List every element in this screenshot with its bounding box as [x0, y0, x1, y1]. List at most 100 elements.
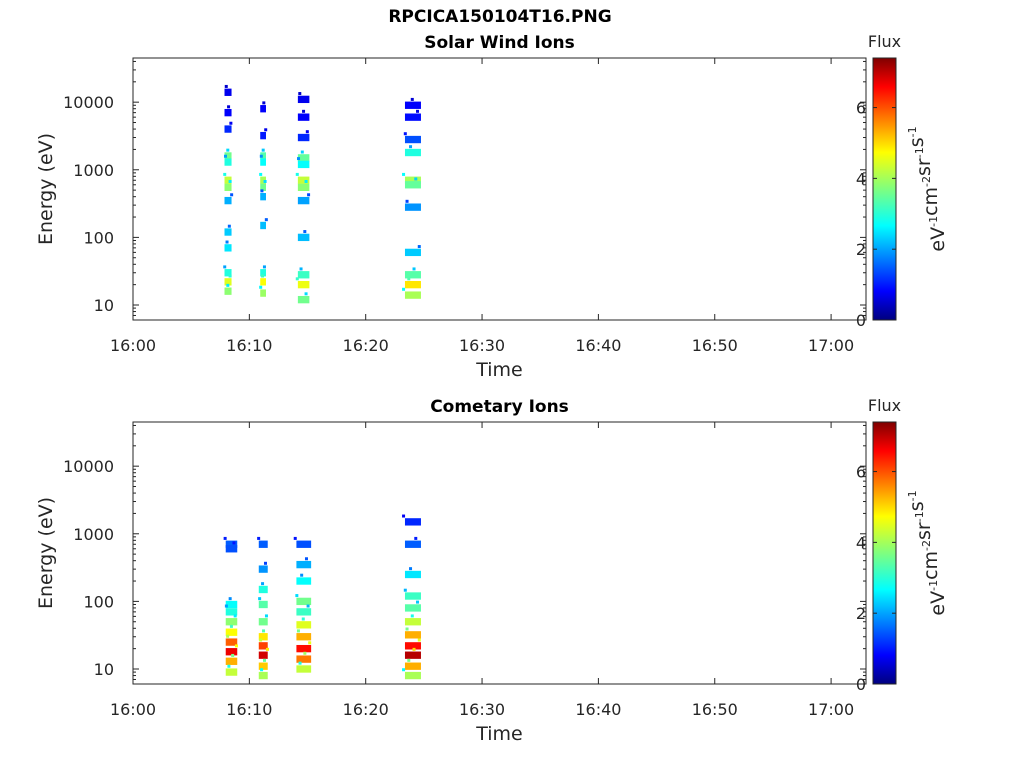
flux-cell	[224, 176, 232, 184]
flux-cell	[297, 295, 310, 304]
flux-cell	[225, 638, 238, 646]
flux-cell	[257, 536, 261, 540]
flux-cell	[295, 594, 299, 598]
flux-cell	[258, 540, 268, 548]
flux-cell	[225, 628, 238, 636]
y-tick-label: 10	[94, 296, 114, 315]
flux-cell	[261, 274, 265, 278]
flux-cell	[227, 105, 231, 109]
flux-cell	[404, 291, 421, 299]
flux-cell	[304, 179, 308, 183]
flux-cell	[414, 177, 418, 181]
x-tick-label: 16:20	[343, 336, 389, 355]
flux-cell	[262, 629, 266, 633]
flux-cell	[232, 541, 236, 545]
flux-cell	[234, 644, 238, 648]
flux-cell	[224, 196, 232, 205]
flux-cell	[264, 218, 268, 222]
flux-cell	[227, 224, 231, 228]
flux-cell	[409, 145, 413, 149]
flux-cell	[224, 287, 232, 295]
flux-cell	[224, 604, 228, 608]
flux-cell	[258, 597, 262, 601]
flux-cell	[303, 651, 307, 655]
flux-cell	[260, 221, 266, 230]
flux-cell	[260, 193, 266, 201]
flux-cell	[258, 618, 268, 626]
flux-cell	[404, 604, 421, 612]
flux-cell	[230, 193, 234, 197]
flux-cell	[224, 125, 232, 133]
flux-cell	[226, 148, 230, 152]
flux-cell	[404, 148, 421, 157]
x-tick-label: 16:40	[575, 336, 621, 355]
flux-cell	[224, 228, 232, 236]
flux-cell	[300, 150, 304, 154]
flux-cell	[225, 668, 238, 676]
flux-cell	[407, 277, 411, 281]
flux-cell	[402, 514, 406, 518]
flux-cell	[260, 131, 266, 140]
flux-cell	[227, 664, 231, 668]
flux-cell	[297, 271, 310, 279]
flux-cell	[296, 621, 312, 629]
flux-cell	[404, 671, 421, 680]
flux-cell	[224, 183, 232, 191]
flux-cell	[404, 135, 421, 144]
colorbar-title: Flux	[868, 396, 901, 415]
flux-cell	[298, 661, 302, 665]
flux-cell	[224, 108, 232, 117]
flux-cell	[404, 570, 421, 579]
flux-cell	[263, 179, 267, 183]
flux-cell	[259, 172, 263, 176]
flux-cell	[260, 269, 266, 277]
flux-cell	[258, 585, 268, 594]
x-axis-label: Time	[475, 723, 523, 745]
flux-cell	[405, 199, 409, 203]
flux-cell	[229, 121, 233, 125]
flux-cell	[293, 536, 297, 540]
flux-cell	[300, 573, 304, 577]
y-tick-label: 10	[94, 660, 114, 679]
flux-cell	[260, 183, 266, 191]
flux-cell	[404, 101, 421, 109]
flux-cell	[296, 608, 312, 616]
flux-cell	[301, 617, 305, 621]
flux-cell	[224, 88, 232, 96]
flux-cell	[405, 627, 409, 631]
flux-cell	[297, 154, 310, 162]
flux-cell	[228, 274, 232, 278]
flux-cell	[410, 614, 414, 618]
flux-cell	[402, 668, 406, 672]
flux-cell	[410, 97, 414, 101]
flux-cell	[304, 557, 308, 561]
flux-cell	[260, 189, 264, 193]
panel-title: Solar Wind Ions	[424, 33, 575, 53]
flux-cell	[296, 633, 312, 641]
flux-cell	[259, 638, 263, 642]
flux-cell	[260, 176, 266, 184]
colorbar	[872, 421, 897, 685]
flux-cell	[260, 668, 264, 672]
flux-cell	[258, 671, 268, 680]
y-tick-label: 10000	[63, 93, 114, 112]
flux-cell	[262, 101, 266, 105]
flux-cell	[404, 113, 421, 121]
colorbar-tick-label: 2	[856, 604, 866, 623]
flux-cell	[404, 280, 421, 289]
flux-cell	[404, 651, 421, 659]
flux-cell	[297, 196, 310, 205]
flux-cell	[258, 642, 268, 650]
flux-cell	[263, 561, 267, 565]
x-tick-label: 16:00	[110, 336, 156, 355]
spectrogram-cells	[223, 84, 421, 304]
flux-cell	[228, 179, 232, 183]
flux-cell	[259, 154, 263, 158]
y-tick-label: 1000	[73, 161, 114, 180]
flux-cell	[416, 109, 420, 113]
flux-cell	[404, 631, 421, 639]
flux-cell	[225, 648, 238, 656]
flux-cell	[226, 634, 230, 638]
flux-cell	[295, 277, 299, 281]
